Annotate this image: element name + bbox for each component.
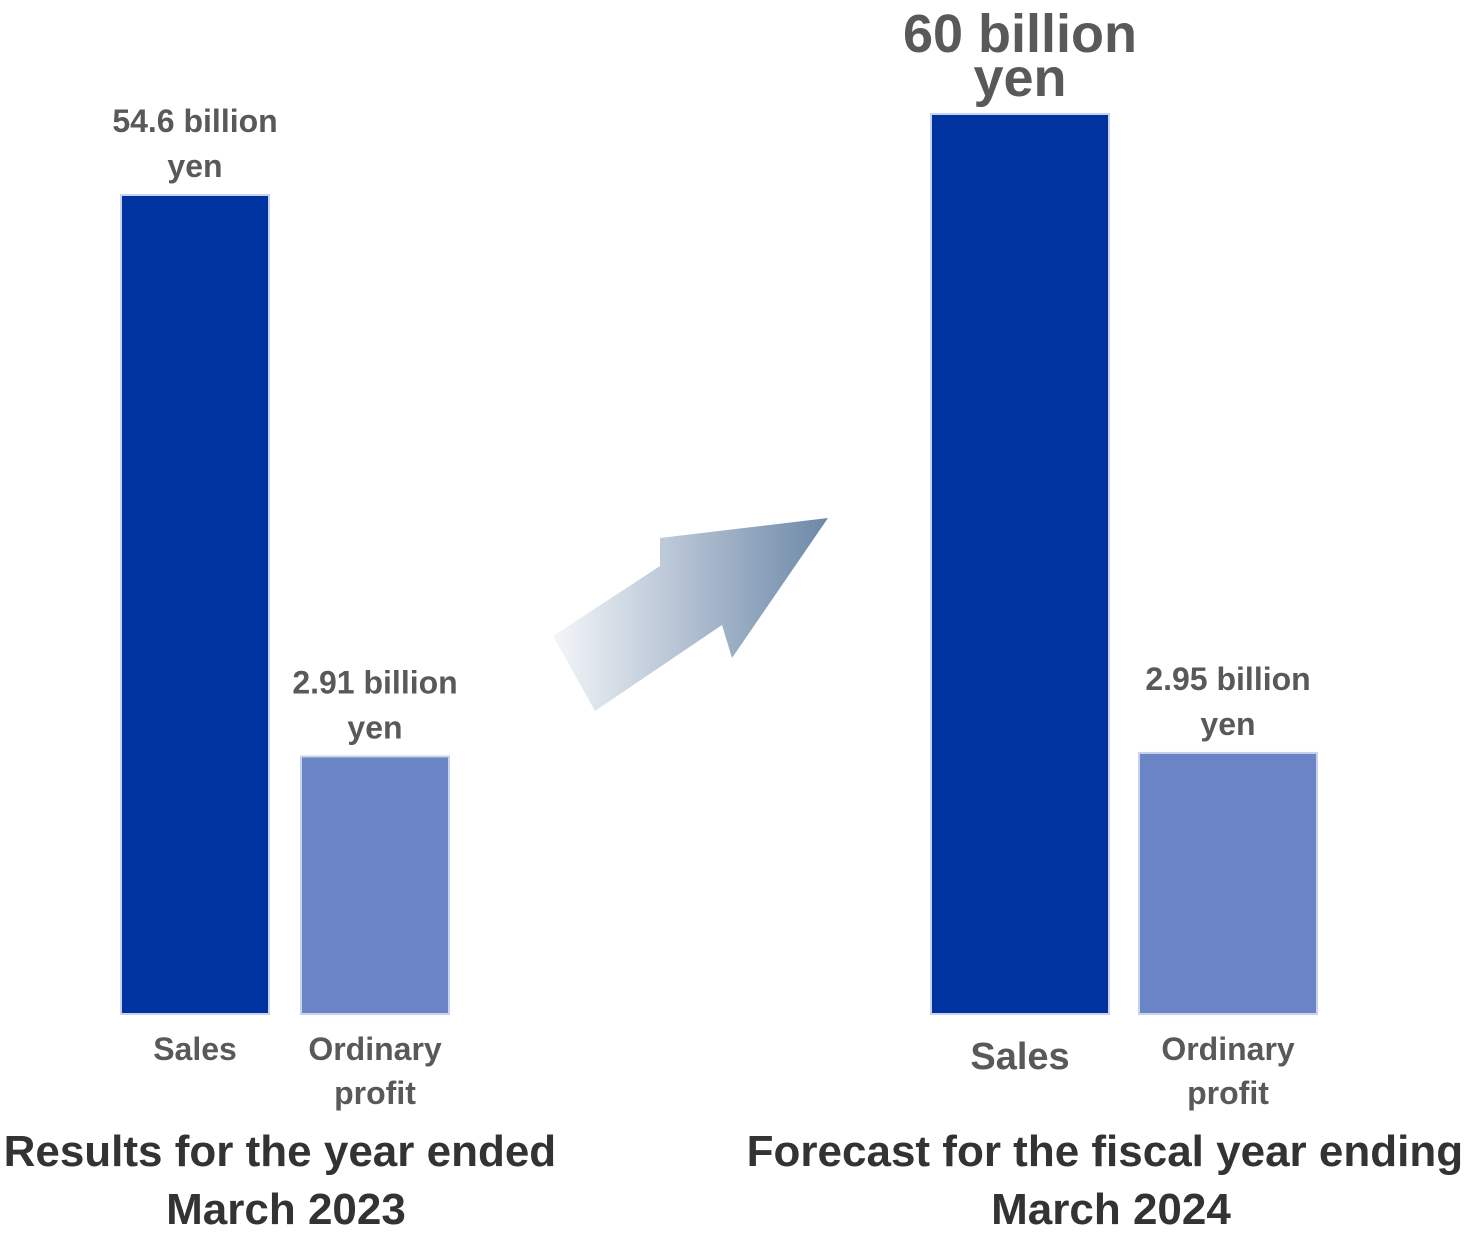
results-2023-category-labels: Sales Ordinary profit — [153, 1031, 442, 1111]
results-2023-category-label-sales: Sales — [153, 1031, 237, 1067]
forecast-2024-category-label-sales: Sales — [970, 1036, 1069, 1078]
results-2023-title: Results for the year ended March 2023 — [4, 1127, 569, 1234]
forecast-2024-bar-ordinary-profit — [1138, 751, 1318, 1015]
results-2023-chart: 54.6 billion yen 2.91 billion yen Sales Ordi… — [4, 103, 569, 1234]
up-right-arrow-icon — [553, 518, 828, 711]
results-2023-value-label-sales: 54.6 billion yen — [112, 103, 277, 184]
forecast-2024-value-label-sales: 60 billion yen — [903, 4, 1137, 108]
results-2023-bar-ordinary-profit — [300, 755, 450, 1016]
forecast-2024-bars — [930, 113, 1318, 1015]
results-2023-category-label-ordinary-profit: Ordinary profit — [308, 1031, 442, 1111]
forecast-2024-bar-labels: 60 billion yen 2.95 billion yen — [903, 4, 1311, 742]
forecast-2024-chart: 60 billion yen 2.95 billion yen Sales Ordina… — [747, 4, 1476, 1234]
results-2023-bars — [120, 194, 450, 1016]
forecast-2024-category-label-ordinary-profit: Ordinary profit — [1161, 1031, 1295, 1111]
forecast-2024-bar-sales — [930, 113, 1110, 1015]
forecast-2024-value-label-ordinary-profit: 2.95 billion yen — [1145, 661, 1310, 742]
results-2023-bar-labels: 54.6 billion yen 2.91 billion yen — [112, 103, 457, 745]
results-2023-value-label-ordinary-profit: 2.91 billion yen — [292, 664, 457, 745]
results-2023-bar-sales — [120, 194, 270, 1015]
forecast-2024-title: Forecast for the fiscal year ending Marc… — [747, 1127, 1476, 1234]
forecast-2024-category-labels: Sales Ordinary profit — [970, 1031, 1295, 1111]
